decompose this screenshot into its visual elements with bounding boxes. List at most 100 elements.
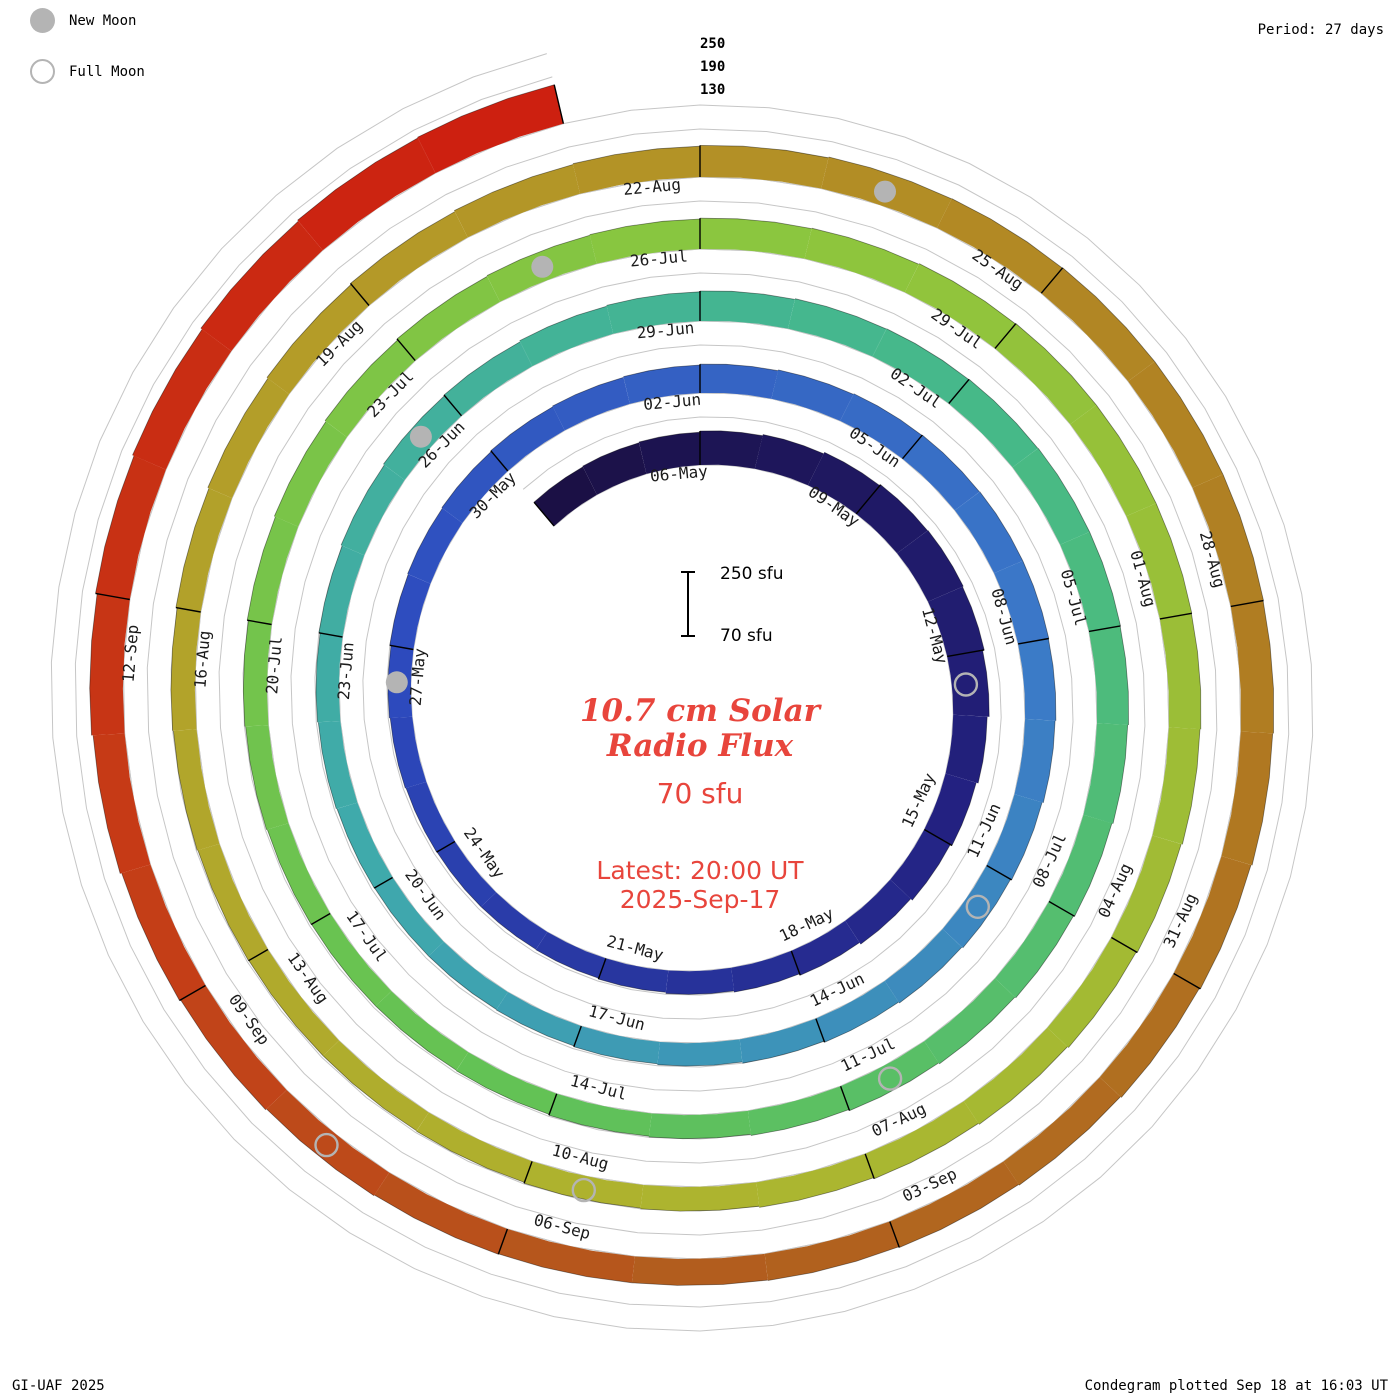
flux-bar-day	[243, 620, 272, 727]
three-day-tick	[1048, 900, 1075, 917]
flux-bar-top-edge	[245, 726, 267, 830]
flux-bar-top-edge	[1112, 724, 1129, 824]
flux-bar-day	[589, 219, 700, 264]
flux-bar-top-edge	[273, 421, 327, 517]
date-label: 23-Jun	[334, 641, 358, 700]
flux-bar-day	[573, 1026, 660, 1064]
flux-bar-day	[1012, 448, 1090, 545]
three-day-tick	[1017, 637, 1049, 645]
three-day-tick	[553, 84, 565, 124]
flux-bar-day	[406, 781, 455, 853]
flux-bar-day	[1083, 723, 1128, 824]
radial-gridline-190sfu	[74, 76, 1290, 1308]
flux-bar-top-edge	[699, 430, 763, 437]
flux-bar-day	[890, 829, 951, 901]
three-day-tick	[790, 950, 801, 976]
flux-bar-top-edge	[1022, 560, 1050, 639]
flux-bar-top-edge	[824, 451, 881, 487]
flux-bar-day	[948, 379, 1038, 468]
flux-bar-top-edge	[589, 218, 701, 235]
date-label: 02-Jun	[643, 390, 702, 414]
three-day-tick	[855, 484, 882, 515]
flux-bar-day	[804, 228, 919, 293]
flux-bar-day	[889, 1161, 1019, 1248]
flux-bar-top-edge	[441, 451, 492, 509]
flux-bar-day	[444, 341, 533, 416]
flux-bar-day	[274, 421, 347, 527]
flux-bar-top-edge	[519, 305, 607, 342]
flux-bar-day	[456, 1052, 557, 1115]
flux-bar-day	[1126, 503, 1192, 619]
three-day-tick	[947, 649, 985, 658]
full-moon-marker	[877, 1066, 903, 1091]
flux-bar-top-edge	[246, 516, 276, 621]
flux-bar-day	[748, 1086, 850, 1136]
flux-bar-day	[924, 978, 1015, 1064]
flux-bar-top-edge	[490, 406, 554, 452]
new-moon-icon	[30, 8, 55, 33]
three-day-tick	[1111, 936, 1138, 954]
flux-bar-top-edge	[1191, 613, 1202, 730]
flux-bar-top-edge	[598, 978, 666, 993]
flux-bar-day	[180, 985, 287, 1110]
three-day-tick	[490, 450, 509, 472]
flux-bar-day	[640, 1182, 760, 1212]
flux-bar-top-edge	[375, 1005, 457, 1071]
flux-bar-day	[266, 284, 369, 395]
flux-bar-day	[897, 530, 964, 602]
flux-bar-top-edge	[89, 593, 98, 736]
flux-bar-day	[173, 729, 220, 851]
flux-bar-day	[266, 1090, 390, 1196]
flux-bar-top-edge	[582, 442, 640, 467]
flux-bar-top-edge	[180, 999, 266, 1111]
flux-bar-day	[904, 263, 1016, 349]
flux-bar-day	[337, 802, 393, 889]
new-moon-label: New Moon	[69, 12, 137, 29]
flux-bar-day	[902, 435, 980, 511]
chart-title: 10.7 cm Solar Radio Flux	[0, 694, 1400, 764]
date-label: 21-May	[605, 932, 666, 965]
flux-bar-top-edge	[170, 607, 178, 731]
three-day-tick	[95, 592, 130, 601]
new-moon-marker	[409, 425, 432, 448]
flux-bar-top-edge	[1222, 474, 1264, 601]
flux-bar-day	[247, 516, 299, 625]
moon-legend: New Moon Full Moon	[30, 8, 145, 110]
three-day-tick	[373, 876, 393, 889]
three-day-tick	[864, 1153, 875, 1179]
flux-bar-day	[498, 1229, 635, 1283]
flux-bar-day	[700, 218, 812, 259]
flux-bar-top-edge	[535, 949, 599, 979]
flux-bar-day	[648, 1110, 751, 1139]
three-day-tick	[497, 1228, 509, 1255]
flux-bar-day	[454, 164, 580, 238]
flux-bar-top-edge	[828, 156, 952, 200]
new-moon-marker	[385, 671, 408, 694]
flux-bar-top-edge	[657, 1061, 743, 1067]
flux-bar-top-edge	[1018, 1096, 1121, 1186]
three-day-tick	[310, 912, 331, 926]
flux-bar-top-edge	[317, 722, 337, 810]
flux-bar-day	[845, 879, 911, 945]
flux-bar-day	[623, 365, 700, 404]
flux-bar-day	[771, 369, 854, 421]
flux-bar-day	[89, 593, 130, 736]
flux-scale-bar	[681, 571, 695, 637]
flux-bar-day	[739, 1018, 825, 1064]
full-moon-marker	[953, 672, 979, 697]
flux-bar-day	[1111, 835, 1182, 953]
flux-bar-top-edge	[1095, 404, 1157, 504]
flux-bar-top-edge	[1155, 503, 1193, 614]
legend-new-moon: New Moon	[30, 8, 145, 33]
flux-bar-day	[791, 920, 860, 976]
radial-axis-label-130: 130	[700, 82, 726, 98]
date-label: 20-Jul	[262, 636, 286, 695]
full-moon-label: Full Moon	[69, 63, 145, 80]
flux-bar-day	[598, 958, 669, 993]
flux-bar-top-edge	[778, 369, 854, 395]
flux-bar-day	[884, 929, 962, 1004]
flux-bar-day	[374, 1172, 508, 1255]
three-day-tick	[1173, 972, 1201, 990]
flux-bar-day	[1041, 267, 1155, 382]
